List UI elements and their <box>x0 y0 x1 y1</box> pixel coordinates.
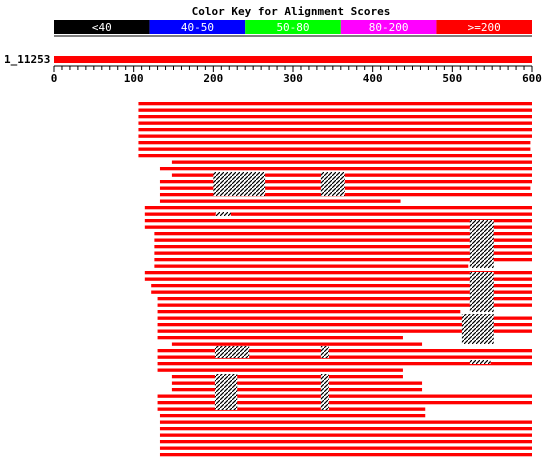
gap-hatch <box>469 360 491 364</box>
hit-bar <box>144 212 532 216</box>
hit-bar <box>157 329 533 333</box>
hit-bar <box>138 141 531 145</box>
hit-bar <box>144 206 532 210</box>
color-key-swatch <box>54 20 150 34</box>
hit-bar <box>138 134 533 138</box>
hit-bar <box>157 310 461 314</box>
hit-bar <box>159 193 532 197</box>
gap-hatch <box>469 272 494 312</box>
gap-hatch <box>215 212 231 216</box>
color-key-label: >=200 <box>468 21 501 34</box>
hit-bar <box>157 297 533 301</box>
color-key-title: Color Key for Alignment Scores <box>192 5 391 18</box>
hit-bar <box>157 303 533 307</box>
axis-tick-label: 500 <box>442 72 462 85</box>
axis-tick-label: 400 <box>363 72 383 85</box>
color-key-swatch <box>340 20 437 34</box>
hit-bars <box>138 102 533 457</box>
hit-bar <box>138 128 533 132</box>
hit-bar <box>138 102 533 106</box>
gap-hatch <box>214 374 238 410</box>
hit-bar <box>144 219 532 223</box>
hit-bar <box>171 160 532 164</box>
hit-bar <box>138 154 533 158</box>
ruler-axis: 0 100 200 300 400 500 600 <box>51 65 542 85</box>
hatch-overlays <box>213 172 494 410</box>
hit-bar <box>159 420 532 424</box>
axis-tick-label: 0 <box>51 72 58 85</box>
gap-hatch <box>320 374 329 410</box>
gap-hatch <box>461 314 494 344</box>
hit-bar <box>138 108 533 112</box>
hit-bar <box>159 446 532 450</box>
color-key-label: <40 <box>92 21 112 34</box>
hit-bar <box>157 362 533 366</box>
color-key-swatch <box>245 20 341 34</box>
hit-bar <box>157 316 533 320</box>
hit-bar <box>144 225 532 229</box>
axis-tick-label: 200 <box>203 72 223 85</box>
gap-hatch <box>469 220 494 268</box>
hit-bar <box>154 232 532 236</box>
hit-bar <box>154 264 469 268</box>
hit-bar <box>171 375 403 379</box>
hit-bar <box>154 258 532 262</box>
hit-bar <box>157 336 403 340</box>
axis-tick-label: 100 <box>124 72 144 85</box>
hit-bar <box>171 381 423 385</box>
hit-bar <box>157 355 533 359</box>
hit-bar <box>144 271 532 275</box>
color-key-label: 40-50 <box>181 21 214 34</box>
axis-tick-label: 600 <box>522 72 542 85</box>
hit-bar <box>157 401 533 405</box>
hit-bar <box>138 121 533 125</box>
gap-hatch <box>320 346 329 358</box>
hit-bar <box>154 251 532 255</box>
hit-bar <box>151 290 532 294</box>
hit-bar <box>159 180 532 184</box>
hit-bar <box>159 167 532 171</box>
axis-tick-label: 300 <box>283 72 303 85</box>
hit-bar <box>157 407 426 411</box>
hit-bar <box>157 368 403 372</box>
color-key-label: 50-80 <box>276 21 309 34</box>
color-key: <40 40-50 50-80 80-200 >=200 <box>54 20 532 34</box>
hit-bar <box>159 427 532 431</box>
query-bar <box>54 56 532 63</box>
hit-bar <box>157 394 533 398</box>
color-key-swatch <box>436 20 532 34</box>
hit-bar <box>138 147 531 151</box>
hit-bar <box>138 115 533 119</box>
hit-bar <box>171 388 423 392</box>
hit-bar <box>154 238 532 242</box>
hit-bar <box>159 199 401 203</box>
hit-bar <box>171 342 423 346</box>
hit-bar <box>159 453 532 457</box>
hit-bar <box>154 245 532 249</box>
hit-bar <box>159 433 532 437</box>
hit-bar <box>151 284 532 288</box>
hit-bar <box>157 323 533 327</box>
hit-bar <box>159 414 426 418</box>
gap-hatch <box>214 346 250 358</box>
gap-hatch <box>213 172 266 196</box>
hit-bar <box>144 277 532 281</box>
hit-bar <box>157 349 533 353</box>
gap-hatch <box>320 172 345 196</box>
hit-bar <box>159 186 531 190</box>
hit-bar <box>159 440 532 444</box>
hit-bar <box>171 173 532 177</box>
color-key-label: 80-200 <box>369 21 409 34</box>
color-key-swatch <box>149 20 246 34</box>
query-label: 1_11253 <box>4 53 50 66</box>
